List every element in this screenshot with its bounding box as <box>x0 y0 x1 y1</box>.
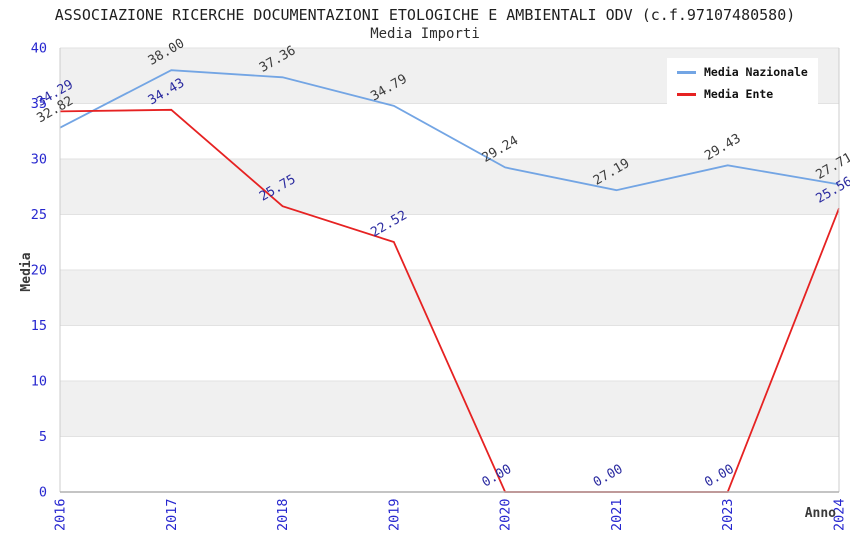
legend-item-media-nazionale: Media Nazionale <box>677 65 808 79</box>
series-line-media-nazionale <box>59 69 840 192</box>
x-tick-label: 2021 <box>609 498 625 531</box>
data-label: 0.00 <box>480 462 515 491</box>
x-tick-label: 2017 <box>164 498 180 531</box>
y-tick-label: 25 <box>31 207 47 223</box>
grid-band <box>60 159 839 215</box>
x-axis-title: Anno <box>805 506 836 521</box>
chart-subtitle: Media Importi <box>370 26 480 42</box>
legend-label-media-nazionale: Media Nazionale <box>704 65 808 79</box>
grid-band <box>60 381 839 437</box>
legend-swatch-media-nazionale <box>677 70 696 74</box>
data-label: 0.00 <box>591 462 626 491</box>
x-tick-label: 2020 <box>498 498 514 531</box>
x-tick-label: 2024 <box>832 498 848 531</box>
y-axis-title: Media <box>19 252 34 291</box>
y-tick-label: 20 <box>31 263 47 279</box>
x-tick-label: 2016 <box>53 498 69 531</box>
legend: Media Nazionale Media Ente <box>667 58 818 108</box>
legend-item-media-ente: Media Ente <box>677 87 808 101</box>
data-label: 0.00 <box>702 462 737 491</box>
x-tick-label: 2019 <box>386 498 402 531</box>
chart-title: ASSOCIAZIONE RICERCHE DOCUMENTAZIONI ETO… <box>54 6 796 24</box>
y-tick-label: 15 <box>31 318 47 334</box>
y-tick-label: 0 <box>39 485 47 501</box>
y-tick-label: 10 <box>31 374 47 390</box>
legend-label-media-ente: Media Ente <box>704 87 774 101</box>
x-tick-label: 2018 <box>275 498 291 531</box>
legend-swatch-media-ente <box>677 92 696 96</box>
y-tick-label: 40 <box>31 41 47 57</box>
y-tick-label: 30 <box>31 152 47 168</box>
grid-band <box>60 270 839 326</box>
x-tick-label: 2023 <box>720 498 736 531</box>
y-tick-label: 35 <box>31 96 47 112</box>
y-tick-label: 5 <box>39 429 47 445</box>
